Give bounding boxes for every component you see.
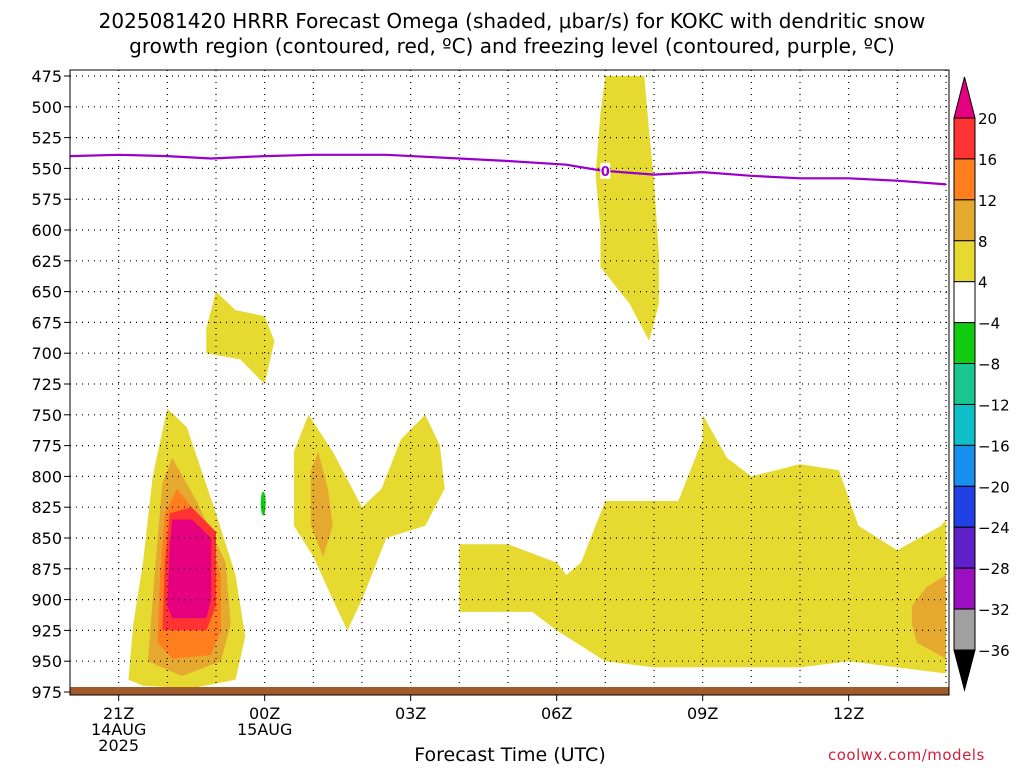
- chart-grid: [70, 70, 949, 695]
- omega-shading: [128, 76, 946, 689]
- surface-bar: [70, 687, 949, 695]
- y-tick-label-675: 675: [31, 313, 62, 332]
- freezing-level-line: [69, 153, 947, 186]
- colorbar-band--8_-4: [953, 322, 976, 365]
- y-tick-label-525: 525: [31, 129, 62, 148]
- freezing-level: 0: [69, 153, 947, 186]
- omega-region-4_8-10: [595, 76, 659, 341]
- colorbar-label--20: −20: [978, 478, 1010, 496]
- colorbar-bottom-triangle: [953, 649, 976, 692]
- y-tick-label-625: 625: [31, 252, 62, 271]
- colorbar-top-triangle: [953, 76, 976, 119]
- credit-text: coolwx.com/models: [828, 746, 985, 764]
- colorbar-label--28: −28: [978, 560, 1010, 578]
- colorbar-label-20: 20: [978, 110, 997, 128]
- y-tick-label-825: 825: [31, 498, 62, 517]
- x-axis-label: Forecast Time (UTC): [414, 744, 606, 766]
- colorbar-label--12: −12: [978, 396, 1010, 414]
- x-tick-label-33-0: 09Z: [687, 704, 718, 723]
- x-tick-label-30-0: 06Z: [541, 704, 572, 723]
- colorbar-band--20_-16: [953, 444, 976, 487]
- chart-title-line2: growth region (contoured, red, ºC) and f…: [129, 34, 895, 58]
- x-tick-label-36-0: 12Z: [833, 704, 864, 723]
- colorbar-label-16: 16: [978, 151, 997, 169]
- x-tick-label-21-1: 14AUG: [91, 720, 146, 739]
- colorbar-label--36: −36: [978, 642, 1010, 660]
- colorbar: 20 16 12 8 4 −4 −8 −12 −16 −20 −24 −28 −32 −36: [953, 76, 1010, 692]
- y-tick-label-775: 775: [31, 437, 62, 456]
- colorbar-band--36_-32: [953, 608, 976, 651]
- colorbar-label-4: 4: [978, 274, 988, 292]
- y-tick-label-900: 900: [31, 591, 62, 610]
- colorbar-band-16_20: [953, 117, 976, 160]
- colorbar-label--16: −16: [978, 437, 1010, 455]
- freezing-level-label: 0: [601, 165, 610, 180]
- y-tick-label-750: 750: [31, 406, 62, 425]
- x-tick-label-21-2: 2025: [98, 736, 139, 755]
- colorbar-label--4: −4: [978, 315, 1000, 333]
- colorbar-band-12_16: [953, 158, 976, 201]
- omega-region-8_12-9: [911, 575, 946, 659]
- y-tick-label-475: 475: [31, 67, 62, 86]
- y-tick-label-800: 800: [31, 467, 62, 486]
- plot-frame: [69, 69, 950, 696]
- colorbar-band--24_-20: [953, 485, 976, 528]
- y-tick-label-550: 550: [31, 159, 62, 178]
- colorbar-band--12_-8: [953, 363, 976, 405]
- y-tick-label-500: 500: [31, 98, 62, 117]
- colorbar-label--8: −8: [978, 356, 1000, 374]
- y-axis: 475 500 525 550 575 600 625 650 675 700 725 750 775 8…: [31, 67, 70, 702]
- y-tick-label-725: 725: [31, 375, 62, 394]
- y-tick-label-975: 975: [31, 683, 62, 702]
- colorbar-band--16_-12: [953, 403, 976, 446]
- colorbar-band-4_8: [953, 240, 976, 283]
- colorbar-band-8_12: [953, 199, 976, 242]
- x-tick-label-21-0: 21Z: [103, 704, 134, 723]
- colorbar-band--32_-28: [953, 567, 976, 610]
- x-tick-label-27-0: 03Z: [395, 704, 426, 723]
- omega-region-8_12-7: [310, 451, 333, 557]
- omega-region-4_8-5: [206, 291, 275, 384]
- colorbar-label--32: −32: [978, 601, 1010, 619]
- freezing-level-label-bg: [600, 162, 611, 179]
- surface-ground: [70, 687, 949, 695]
- y-tick-label-700: 700: [31, 344, 62, 363]
- y-tick-label-575: 575: [31, 190, 62, 209]
- colorbar-band--4_4: [953, 281, 976, 324]
- y-tick-label-875: 875: [31, 560, 62, 579]
- chart-title-line1: 2025081420 HRRR Forecast Omega (shaded, …: [98, 9, 926, 33]
- colorbar-label--24: −24: [978, 519, 1010, 537]
- colorbar-label-8: 8: [978, 233, 988, 251]
- y-tick-label-600: 600: [31, 221, 62, 240]
- omega-region-4_8-6: [293, 414, 445, 631]
- y-tick-label-950: 950: [31, 652, 62, 671]
- y-tick-label-925: 925: [31, 621, 62, 640]
- omega-spot--8_-4-0: [260, 491, 266, 516]
- y-tick-label-850: 850: [31, 529, 62, 548]
- omega-region-above_20-4: [167, 519, 212, 619]
- colorbar-label-12: 12: [978, 192, 997, 210]
- x-tick-label-24-1: 15AUG: [237, 720, 292, 739]
- x-tick-label-24-0: 00Z: [249, 704, 280, 723]
- y-tick-label-650: 650: [31, 283, 62, 302]
- colorbar-band--28_-24: [953, 526, 976, 569]
